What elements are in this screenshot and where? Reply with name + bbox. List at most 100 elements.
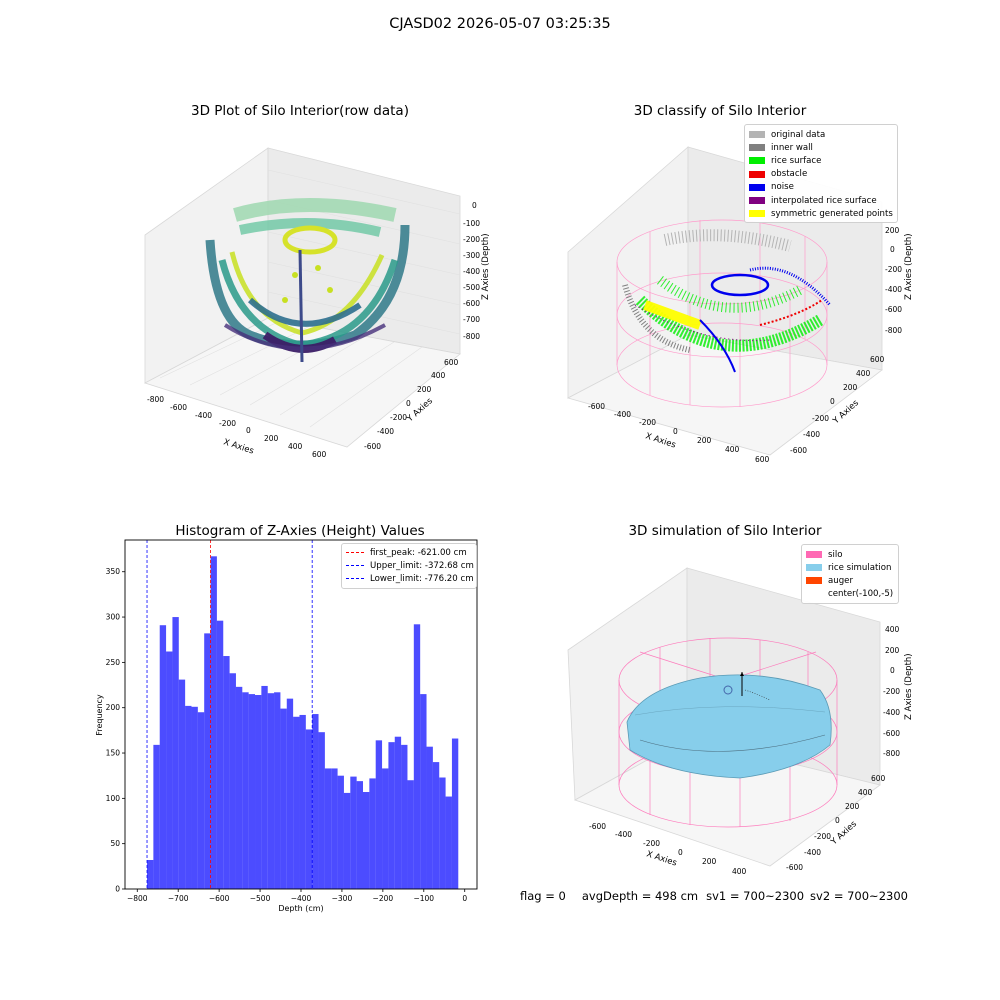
histogram-bar xyxy=(426,746,433,889)
histogram-bar xyxy=(197,712,205,889)
panel1-ytick: -600 xyxy=(364,442,381,451)
panel2-ytick: -600 xyxy=(790,446,807,455)
histogram-y-tick-label: 250 xyxy=(106,658,121,667)
panel2-ztick: -600 xyxy=(885,305,902,314)
legend-line xyxy=(346,578,364,580)
panel2-legend: original data inner wall rice surface ob… xyxy=(744,124,898,224)
status-flag: flag = 0 xyxy=(520,889,566,903)
panel2-ztick: 0 xyxy=(890,245,895,254)
panel1-ztick: -400 xyxy=(463,267,480,276)
panel4-xtick: 0 xyxy=(678,848,683,857)
histogram-bar xyxy=(191,706,198,889)
panel4-ytick: 200 xyxy=(845,802,860,811)
legend-swatch xyxy=(749,210,765,218)
histogram-bar xyxy=(229,673,236,889)
legend-label: rice surface xyxy=(771,155,822,166)
panel1-title: 3D Plot of Silo Interior(row data) xyxy=(191,103,409,119)
panel2-ztick: 200 xyxy=(885,226,900,235)
histogram-bar xyxy=(255,695,262,889)
histogram-bar xyxy=(216,620,224,889)
histogram-chart[interactable]: −800 −700 −600 −500 −400 −300 −200 −100 0 0 50 100… xyxy=(85,535,485,915)
status-avg-depth: avgDepth = 498 cm xyxy=(581,889,699,903)
panel1-ztick: -500 xyxy=(463,283,480,292)
panel4-xtick: -200 xyxy=(643,839,660,848)
legend-swatch xyxy=(749,170,765,178)
panel2-point-cloud xyxy=(622,229,832,373)
histogram-bar xyxy=(293,716,300,889)
legend-label: first_peak: -621.00 cm xyxy=(370,547,467,558)
legend-label: auger xyxy=(828,575,853,586)
histogram-bar xyxy=(223,656,230,889)
legend-line xyxy=(346,552,364,554)
histogram-title: Histogram of Z-Axies (Height) Values xyxy=(175,523,425,539)
histogram-bar xyxy=(432,762,440,889)
panel2-xtick: 400 xyxy=(725,445,740,454)
panel4-ytick: -400 xyxy=(804,848,821,857)
panel2-ztick: -200 xyxy=(885,265,902,274)
status-sv1: sv1 = 700~2300 xyxy=(706,889,805,903)
panel1-xtick: -200 xyxy=(219,419,236,428)
histogram-bar xyxy=(242,692,249,889)
histogram-x-tick-label: −400 xyxy=(291,894,312,903)
status-line: flag = 0 avgDepth = 498 cm sv1 = 700~2300 s… xyxy=(520,889,908,903)
panel1-ytick: 400 xyxy=(431,371,446,380)
histogram-bar xyxy=(210,556,217,889)
panel1-3d-plot[interactable]: -800 -600 -400 -200 0 200 400 600 X Axie… xyxy=(130,125,490,460)
histogram-x-tick-label: 0 xyxy=(462,894,467,903)
panel4-ztick: -400 xyxy=(883,708,900,717)
legend-swatch xyxy=(749,144,765,152)
histogram-y-tick-label: 200 xyxy=(106,703,121,712)
panel1-ztick: -800 xyxy=(463,332,480,341)
panel4-ztick: 400 xyxy=(885,625,900,634)
histogram-y-tick-label: 100 xyxy=(106,794,121,803)
panel4-xtick: -400 xyxy=(615,830,632,839)
histogram-x-tick-label: −500 xyxy=(250,894,271,903)
legend-item-auger: auger xyxy=(806,574,892,587)
legend-swatch xyxy=(806,564,822,572)
panel4-xlabel: X Axies xyxy=(645,849,678,868)
legend-swatch xyxy=(806,551,822,559)
panel2-ztick: -400 xyxy=(885,285,902,294)
panel4-zlabel: Z Axies (Depth) xyxy=(904,653,914,720)
panel2-3d-plot[interactable]: -600 -400 -200 0 200 400 600 X Axies -60… xyxy=(560,140,915,470)
legend-item-obstacle: obstacle xyxy=(749,168,891,181)
panel4-title: 3D simulation of Silo Interior xyxy=(628,523,822,539)
legend-item-interpolated: interpolated rice surface xyxy=(749,194,891,207)
panel1-xtick: -800 xyxy=(147,395,164,404)
panel1-ytick: 200 xyxy=(417,385,432,394)
panel1-ytick: 0 xyxy=(406,399,411,408)
histogram-bar xyxy=(331,768,338,889)
histogram-bar xyxy=(286,698,294,889)
legend-item-symmetric: symmetric generated points xyxy=(749,207,893,220)
histogram-bar xyxy=(280,708,287,889)
histogram-bars xyxy=(147,556,459,889)
histogram-bar xyxy=(337,775,344,889)
panel4-3d-plot[interactable]: -600 -400 -200 0 200 400 X Axies -600 -4… xyxy=(560,560,915,880)
histogram-bar xyxy=(204,633,211,889)
legend-label: silo xyxy=(828,549,843,560)
histogram-bar xyxy=(267,693,275,889)
panel4-ytick: 400 xyxy=(858,788,873,797)
legend-label: center(-100,-5) xyxy=(828,589,894,600)
histogram-bar xyxy=(350,776,357,889)
histogram-bar xyxy=(343,792,351,889)
panel1-ytick: 600 xyxy=(444,358,459,367)
panel1-xtick: 400 xyxy=(288,442,303,451)
histogram-y-tick-label: 300 xyxy=(106,613,121,622)
panel1-xtick: 600 xyxy=(312,450,327,459)
panel2-ytick: 600 xyxy=(870,355,885,364)
panel2-xtick: -200 xyxy=(639,418,656,427)
histogram-x-tick-label: −600 xyxy=(209,894,230,903)
histogram-bar xyxy=(363,792,370,889)
legend-swatch xyxy=(749,131,765,139)
histogram-bar xyxy=(439,777,446,889)
histogram-bar xyxy=(356,781,364,889)
legend-label: symmetric generated points xyxy=(771,208,893,219)
histogram-bar xyxy=(159,625,167,889)
panel4-ztick: 0 xyxy=(890,666,895,675)
panel4-ylabel: Y Axies xyxy=(829,819,860,848)
panel1-xtick: -600 xyxy=(170,403,187,412)
panel1-xtick: 200 xyxy=(264,434,279,443)
panel1-zlabel: Z Axies (Depth) xyxy=(481,233,490,300)
panel1-ytick: -400 xyxy=(377,427,394,436)
